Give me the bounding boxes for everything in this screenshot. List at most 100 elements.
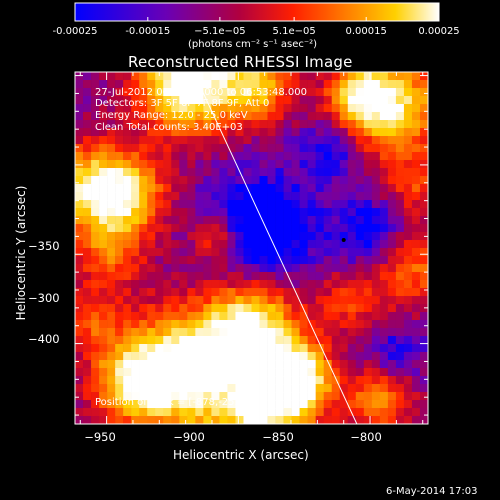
heatmap-cell [331,168,341,177]
heatmap-cell [299,384,308,393]
heatmap-cell [267,328,276,337]
heatmap-cell [83,360,92,369]
heatmap-cell [211,248,220,257]
heatmap-cell [419,168,429,177]
heatmap-cell [235,408,244,417]
heatmap-cell [267,216,276,225]
heatmap-cell [219,112,228,121]
heatmap-cell [395,360,405,369]
heatmap-cell [251,376,260,385]
heatmap-cell [235,360,244,369]
heatmap-cell [139,184,148,193]
heatmap-cell [267,352,276,361]
heatmap-cell [99,400,108,409]
heatmap-cell [419,328,429,337]
heatmap-cell [411,280,421,289]
heatmap-cell [387,200,397,209]
heatmap-cell [419,152,429,161]
heatmap-cell [91,136,100,145]
heatmap-cell [187,280,196,289]
heatmap-cell [267,128,276,137]
heatmap-cell [291,200,300,209]
heatmap-cell [315,416,324,425]
heatmap-cell [243,112,252,121]
heatmap-cell [371,128,381,137]
heatmap-cell [163,120,172,129]
heatmap-cell [211,296,220,305]
heatmap-cell [403,264,413,273]
heatmap-cell [267,144,276,153]
heatmap-cell [243,384,252,393]
heatmap-cell [251,264,260,273]
heatmap-cell [403,368,413,377]
heatmap-cell [227,104,236,113]
heatmap-cell [291,80,300,89]
heatmap-cell [219,88,228,97]
heatmap-cell [227,184,236,193]
heatmap-cell [419,320,429,329]
heatmap-cell [131,280,140,289]
heatmap-cell [403,344,413,353]
colorbar-tick-label-1: -0.00015 [125,26,171,37]
heatmap-cell [227,280,236,289]
heatmap-cell [371,200,381,209]
heatmap-cell [147,256,156,265]
heatmap-cell [291,192,300,201]
heatmap-cell [91,88,100,97]
heatmap-cell [243,144,252,153]
heatmap-cell [155,264,164,273]
heatmap-cell [347,144,357,153]
heatmap-cell [275,120,284,129]
heatmap-cell [267,72,276,81]
heatmap-cell [163,312,172,321]
heatmap-cell [235,296,244,305]
heatmap-cell [75,416,84,425]
heatmap-cell [387,128,397,137]
heatmap-cell [283,368,292,377]
heatmap-cell [259,368,268,377]
heatmap-cell [99,264,108,273]
heatmap-cell [139,280,148,289]
heatmap-cell [291,184,300,193]
heatmap-cell [323,160,333,169]
heatmap-cell [235,264,244,273]
heatmap-cell [291,248,300,257]
heatmap-cell [419,208,429,217]
heatmap-cell [171,88,180,97]
heatmap-cell [163,176,172,185]
heatmap-cell [171,272,180,281]
heatmap-cell [363,344,373,353]
heatmap-cell [243,208,252,217]
heatmap-cell [171,152,180,161]
heatmap-cell [123,336,132,345]
heatmap-cell [131,240,140,249]
heatmap-cell [275,304,284,313]
heatmap-cell [363,328,373,337]
heatmap-cell [323,80,333,89]
heatmap-cell [139,312,148,321]
heatmap-cell [315,216,324,225]
heatmap-cell [75,344,84,353]
heatmap-cell [179,96,188,105]
heatmap-cell [411,240,421,249]
heatmap-cell [235,304,244,313]
heatmap-cell [227,208,236,217]
heatmap-cell [291,352,300,361]
heatmap-cell [123,144,132,153]
heatmap-cell [115,344,124,353]
heatmap-cell [83,328,92,337]
heatmap-cell [219,320,228,329]
heatmap-cell [267,312,276,321]
heatmap-cell [267,296,276,305]
heatmap-cell [75,336,84,345]
heatmap-cell [83,408,92,417]
heatmap-cell [259,160,268,169]
heatmap-cell [307,392,316,401]
heatmap-cell [347,320,357,329]
heatmap-cell [147,216,156,225]
heatmap-cell [203,376,212,385]
heatmap-cell [259,256,268,265]
heatmap-cell [363,280,373,289]
heatmap-cell [259,128,268,137]
heatmap-cell [267,392,276,401]
